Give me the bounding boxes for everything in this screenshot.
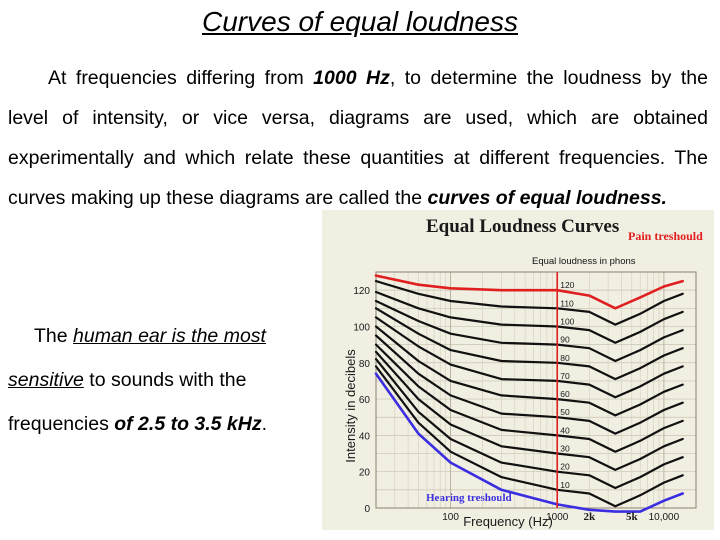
phon-label: 50: [560, 407, 570, 417]
loudness-chart-svg: Equal Loudness Curves Intensity in decib…: [343, 216, 703, 529]
y-tick-label: 20: [359, 468, 371, 479]
equal-loudness-curve: [374, 316, 684, 399]
phon-label: 60: [560, 389, 570, 399]
pain-threshold-curve: [374, 274, 685, 310]
phon-label: 70: [560, 371, 570, 381]
intro-text-1: At frequencies differing from: [48, 67, 314, 89]
plot-frame: [375, 271, 697, 509]
sensitivity-term: human ear is the most sensitive: [8, 325, 266, 391]
phon-label: 100: [560, 316, 574, 326]
phon-label: 10: [560, 480, 570, 490]
y-tick-label: 0: [364, 504, 370, 515]
equal-loudness-curve: [374, 290, 684, 344]
hearing-annotation: Hearing treshould: [426, 492, 512, 504]
chart-ylabel: Intensity in decibels: [343, 349, 358, 463]
slide-title: Curves of equal loudness: [202, 6, 518, 37]
phon-label: 80: [560, 353, 570, 363]
phon-label: 90: [560, 335, 570, 345]
x-tick-label-extra: 5k: [626, 511, 639, 523]
curves-term: curves of equal loudness.: [427, 187, 667, 209]
loudness-chart: Equal Loudness Curves Intensity in decib…: [322, 210, 714, 530]
equal-loudness-curve: [374, 365, 684, 508]
equal-loudness-curve: [374, 350, 684, 471]
equal-loudness-curve: [374, 358, 684, 490]
phon-label: 110: [560, 298, 574, 308]
x-tick-label: 10,000: [649, 512, 680, 523]
equal-loudness-curve: [374, 334, 684, 435]
equal-loudness-curve: [374, 299, 684, 363]
y-tick-label: 100: [353, 322, 370, 333]
equal-loudness-curve: [374, 279, 684, 326]
phon-label: 20: [560, 462, 570, 472]
frequency-term: 1000 Hz: [313, 67, 390, 89]
x-tick-label: 100: [442, 512, 459, 523]
y-tick-label: 80: [359, 359, 371, 370]
chart-title: Equal Loudness Curves: [426, 216, 619, 237]
hearing-threshold-curve: [374, 372, 685, 513]
tail-text-2: to sounds with the frequencies: [8, 369, 247, 435]
phons-annotation: Equal loudness in phons: [532, 256, 636, 267]
y-tick-label: 40: [359, 431, 371, 442]
y-tick-label: 120: [353, 286, 370, 297]
x-tick-label: 1000: [546, 512, 569, 523]
phon-label: 40: [560, 425, 570, 435]
intro-paragraph: At frequencies differing from 1000 Hz, t…: [8, 58, 708, 218]
frequency-range: of 2.5 to 3.5 kHz: [114, 413, 262, 435]
equal-loudness-curve: [374, 307, 684, 381]
chart-xlabel: Frequency (Hz): [463, 514, 553, 529]
tail-text-1: The: [34, 325, 74, 347]
pain-annotation: Pain treshould: [628, 229, 703, 243]
x-tick-label-extra: 2k: [584, 511, 597, 523]
equal-loudness-curve: [374, 343, 684, 453]
tail-text-3: .: [261, 413, 268, 435]
sensitivity-paragraph: The human ear is the most sensitive to s…: [8, 314, 313, 446]
phon-label: 120: [560, 280, 574, 290]
y-tick-label: 60: [359, 395, 371, 406]
intro-text-2: , to determine the loudness by the level…: [8, 67, 708, 209]
phon-label: 30: [560, 444, 570, 454]
equal-loudness-curve: [374, 325, 684, 417]
